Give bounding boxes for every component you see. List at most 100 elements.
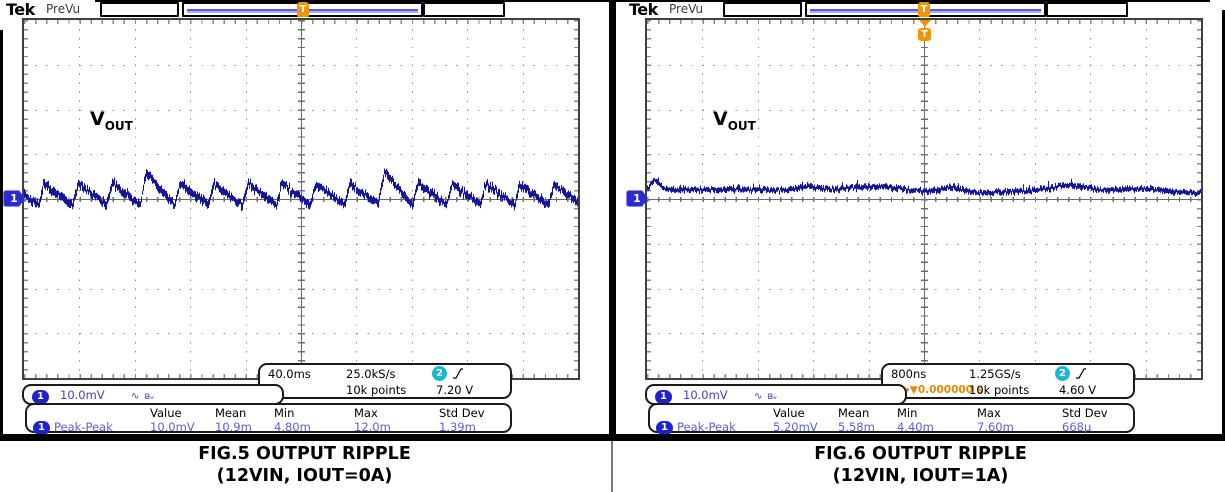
channel1-readout[interactable]: 1 10.0mV ∿ ʙᵥ (22, 384, 284, 405)
meas-name: Peak-Peak (677, 420, 736, 434)
grid-line (245, 20, 247, 378)
delay-time: 0.000000 s (917, 384, 983, 396)
grid-line (757, 20, 759, 378)
grid-line (647, 154, 1201, 156)
grid-line (1034, 20, 1036, 378)
meas-header-min: Min (897, 406, 918, 420)
grid-line (1145, 20, 1147, 378)
tek-logo: Tek (6, 0, 35, 19)
grid-line (702, 20, 704, 378)
grid-line (24, 243, 578, 245)
timebase-value: 40.0ms (268, 367, 311, 381)
caption-conditions: (12VIN, IOUT=1A) (832, 466, 1009, 486)
channel-scale: 10.0mV (683, 388, 728, 402)
channel-scale: 10.0mV (60, 388, 105, 402)
menu-box[interactable] (1046, 2, 1128, 17)
channel-badge: 1 (32, 388, 49, 404)
grid-line (79, 20, 81, 378)
measurement-readout[interactable]: Value Mean Min Max Std Dev 1 Peak-Peak 5… (648, 403, 1135, 435)
channel1-position-marker[interactable]: 1 (3, 190, 25, 207)
sample-rate: 25.0kS/s (346, 367, 396, 381)
grid-line (647, 109, 1201, 111)
grid-line (24, 333, 578, 335)
meas-header-stddev: Std Dev (439, 406, 485, 420)
horizontal-trigger-readout[interactable]: 800ns 1.25GS/s 2 T→▼0.000000 s 10k point… (881, 363, 1135, 399)
grid-line (24, 154, 578, 156)
grid-line (24, 109, 578, 111)
meas-header-max: Max (977, 406, 1001, 420)
meas-header-value: Value (773, 406, 805, 420)
record-length: 10k points (346, 383, 407, 397)
channel1-position-marker[interactable]: 1 (626, 190, 648, 207)
menu-box[interactable] (423, 2, 505, 17)
trigger-level: 4.60 V (1059, 383, 1097, 397)
waveform-trace (647, 177, 1201, 197)
meas-name: Peak-Peak (54, 420, 113, 434)
grid-line (356, 20, 358, 378)
waveform-trace (24, 168, 578, 211)
meas-header-mean: Mean (215, 406, 247, 420)
meas-mean: 5.58m (838, 420, 875, 434)
meas-min: 4.80m (274, 420, 311, 434)
meas-value: 10.0mV (150, 420, 195, 434)
meas-max: 12.0m (354, 420, 391, 434)
meas-value: 5.20mV (773, 420, 818, 434)
acquisition-status: PreVu (669, 2, 704, 16)
grid-line (467, 20, 469, 378)
meas-header-max: Max (354, 406, 378, 420)
meas-max: 7.60m (977, 420, 1014, 434)
meas-header-value: Value (150, 406, 182, 420)
channel1-readout[interactable]: 1 10.0mV ∿ ʙᵥ (645, 384, 907, 405)
ac-coupling-icon: ∿ (754, 391, 763, 402)
grid-line (868, 20, 870, 378)
trigger-source: 2 (432, 366, 464, 381)
meas-channel-badge: 1 (33, 419, 50, 435)
sample-rate: 1.25GS/s (969, 367, 1021, 381)
measurement-readout[interactable]: Value Mean Min Max Std Dev 1 Peak-Peak 1… (25, 403, 512, 435)
right-border (1222, 10, 1225, 434)
trigger-channel-badge: 2 (1055, 366, 1070, 381)
rising-edge-icon (452, 368, 463, 379)
top-border (95, 0, 1210, 2)
trigger-channel-badge: 2 (432, 366, 447, 381)
grid-line (647, 64, 1201, 66)
figure-caption: FIG.5 OUTPUT RIPPLE (12VIN, IOUT=0A) (0, 443, 609, 487)
grid-line (1090, 20, 1092, 378)
grid-line (647, 243, 1201, 245)
trigger-level: 7.20 V (436, 383, 474, 397)
meas-channel-badge: 1 (656, 419, 673, 435)
meas-header-stddev: Std Dev (1062, 406, 1108, 420)
menu-box[interactable] (723, 2, 802, 17)
record-length: 10k points (969, 383, 1030, 397)
signal-label: VOUT (713, 108, 756, 133)
grid-line (24, 64, 578, 66)
grid-line (647, 333, 1201, 335)
tek-logo: Tek (629, 0, 658, 19)
channel-badge: 1 (655, 388, 672, 404)
grid-line (647, 288, 1201, 290)
coupling-icons: ∿ ʙᵥ (126, 388, 154, 402)
caption-title: FIG.6 OUTPUT RIPPLE (814, 444, 1027, 464)
panel-divider (609, 0, 616, 441)
grid-line (813, 20, 815, 378)
meas-stddev: 668µ (1062, 420, 1092, 434)
menu-box[interactable] (100, 2, 179, 17)
bandwidth-limit-icon: ʙᵥ (144, 391, 155, 402)
horizontal-trigger-readout[interactable]: 40.0ms 25.0kS/s 2 10k points 7.20 V (258, 363, 512, 399)
grid-line (979, 20, 981, 378)
timebase-value: 800ns (891, 367, 927, 381)
trigger-position-marker-icon[interactable]: T (297, 2, 309, 17)
bandwidth-limit-icon: ʙᵥ (767, 391, 778, 402)
caption-title: FIG.5 OUTPUT RIPPLE (198, 444, 411, 464)
meas-header-mean: Mean (838, 406, 870, 420)
meas-mean: 10.9m (215, 420, 252, 434)
grid-line (190, 20, 192, 378)
trigger-position-marker-icon[interactable]: T (918, 2, 930, 17)
trigger-point-flag-icon[interactable]: T (918, 28, 931, 41)
trigger-point-arrow-icon (919, 20, 931, 27)
graticule: VOUT 1 (3, 18, 580, 380)
grid-line (522, 20, 524, 378)
acquisition-status: PreVu (46, 2, 81, 16)
figure-caption: FIG.6 OUTPUT RIPPLE (12VIN, IOUT=1A) (616, 443, 1225, 487)
